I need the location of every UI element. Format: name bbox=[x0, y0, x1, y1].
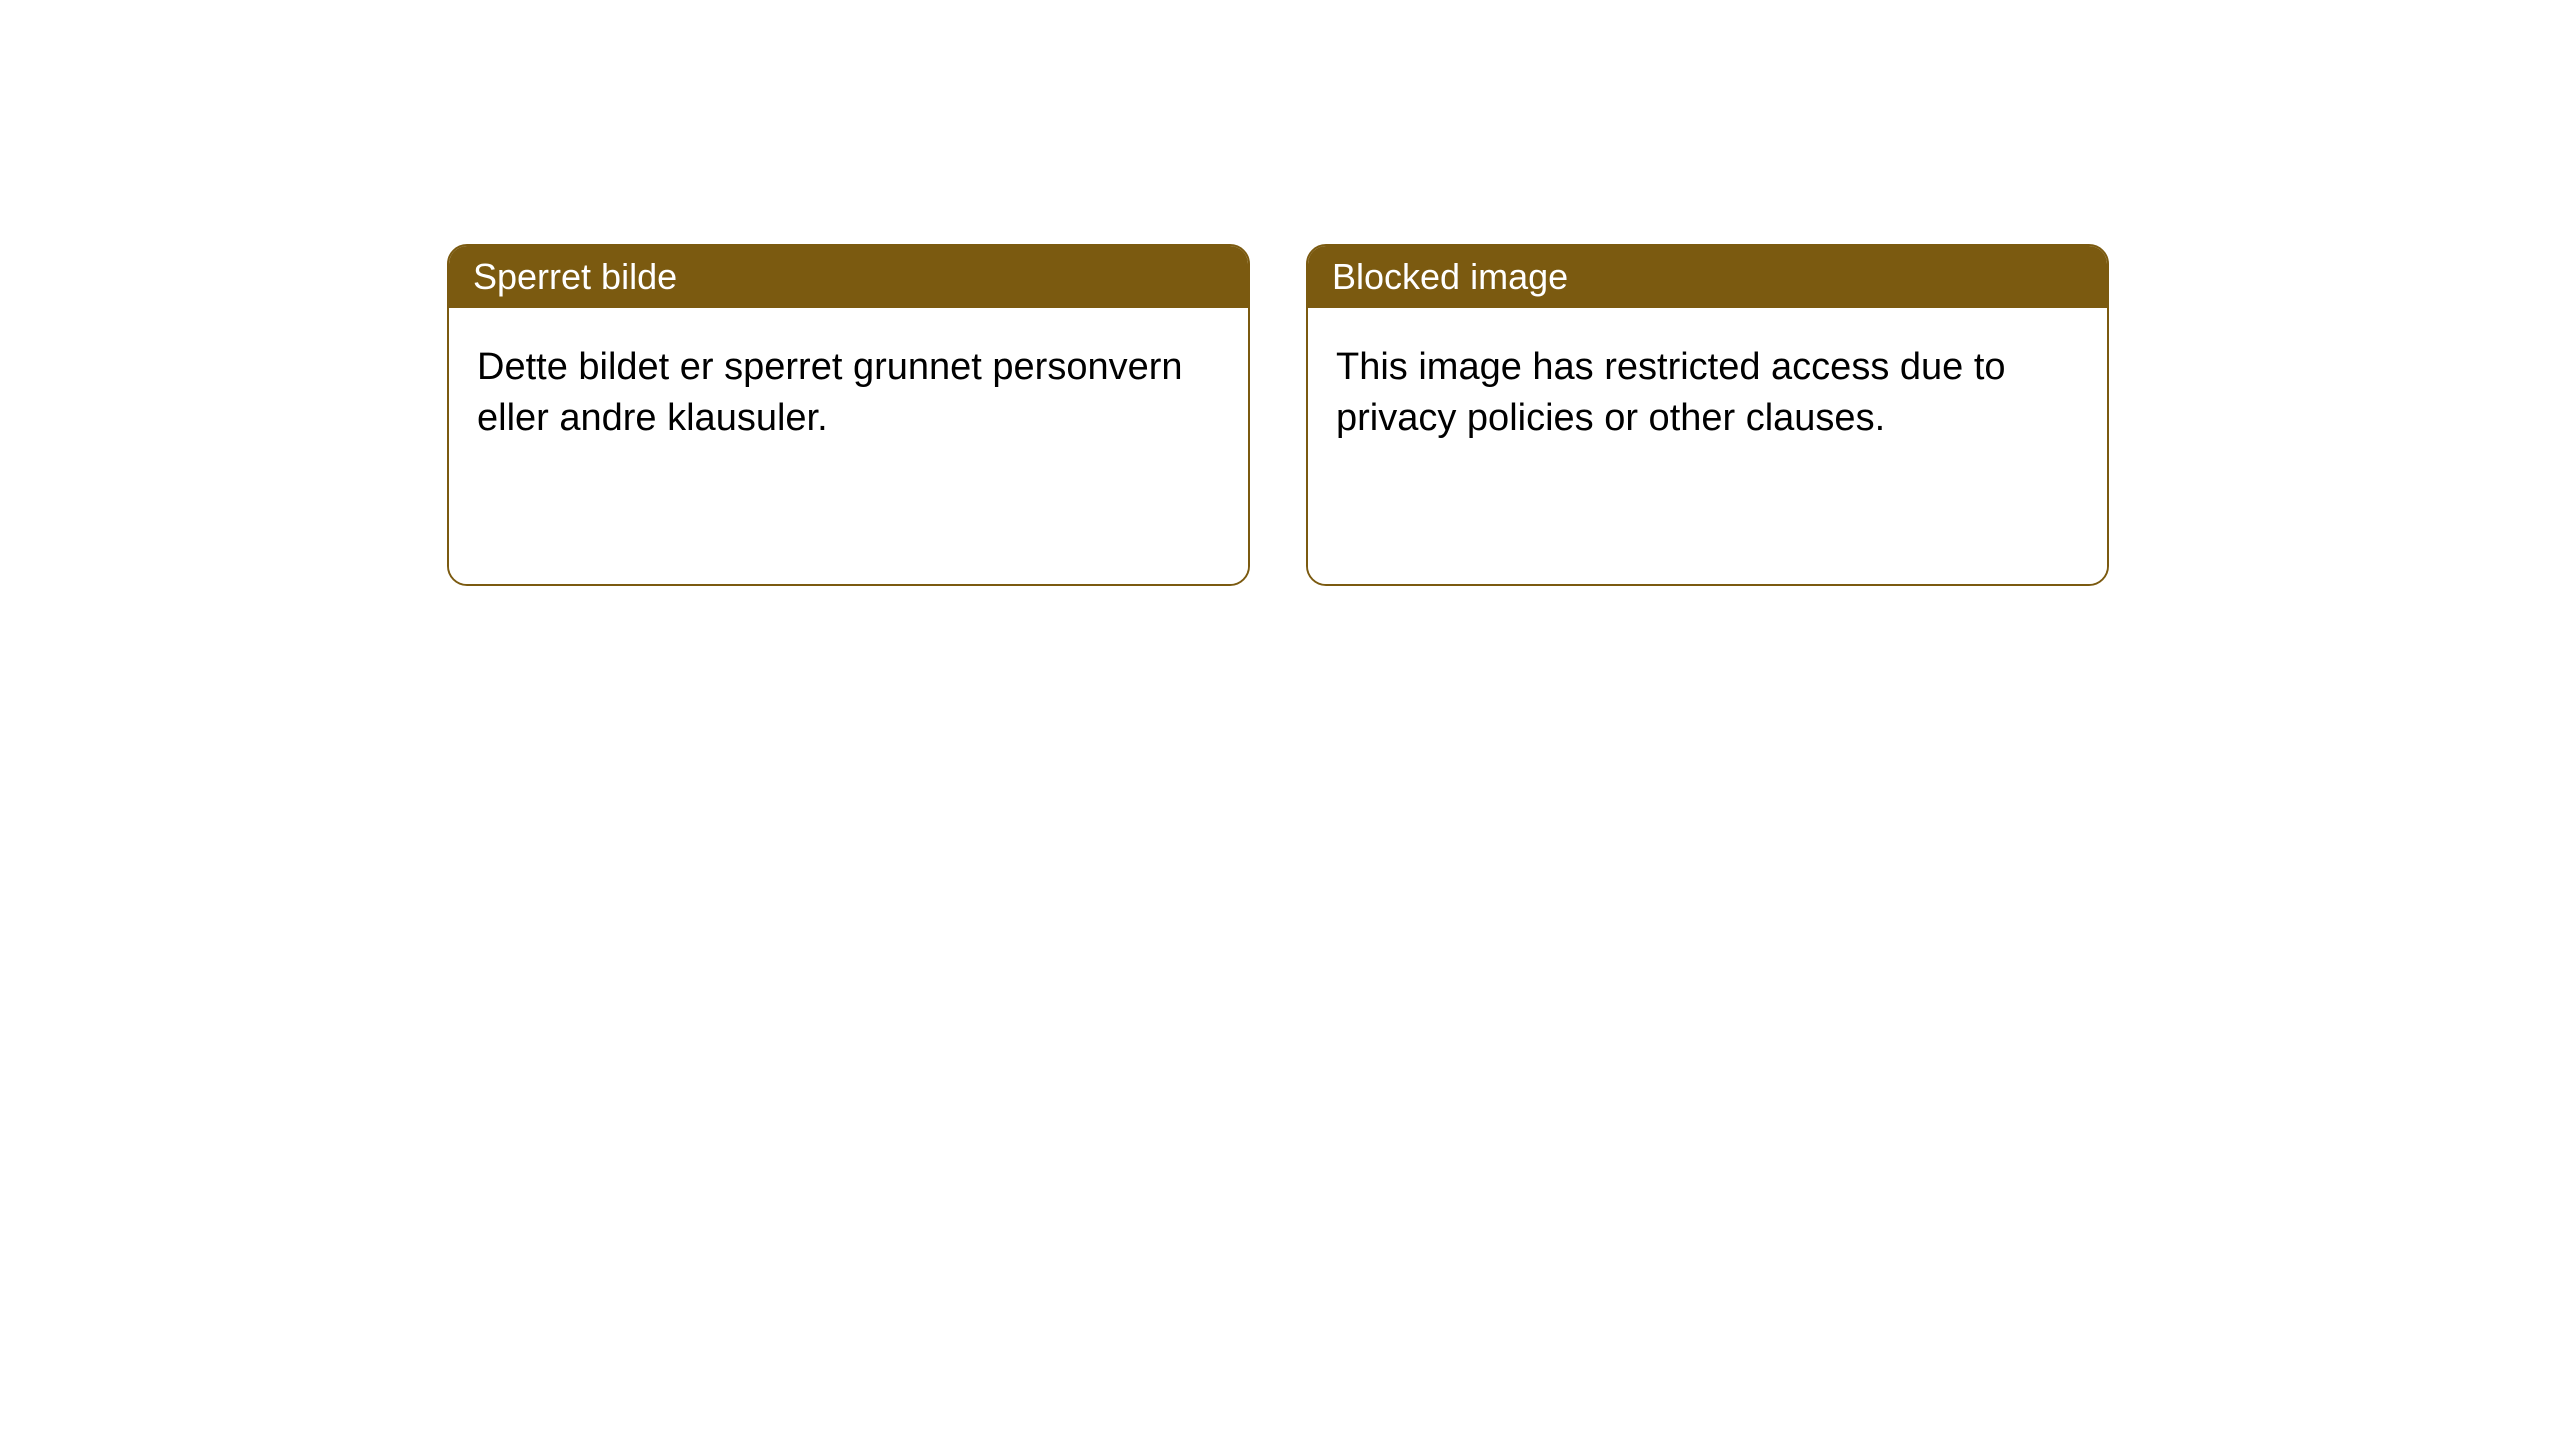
card-body-text: This image has restricted access due to … bbox=[1308, 308, 2107, 584]
card-title: Sperret bilde bbox=[449, 246, 1248, 308]
card-title: Blocked image bbox=[1308, 246, 2107, 308]
card-body-text: Dette bildet er sperret grunnet personve… bbox=[449, 308, 1248, 584]
notice-card-english: Blocked image This image has restricted … bbox=[1306, 244, 2109, 586]
notice-container: Sperret bilde Dette bildet er sperret gr… bbox=[0, 0, 2560, 586]
notice-card-norwegian: Sperret bilde Dette bildet er sperret gr… bbox=[447, 244, 1250, 586]
